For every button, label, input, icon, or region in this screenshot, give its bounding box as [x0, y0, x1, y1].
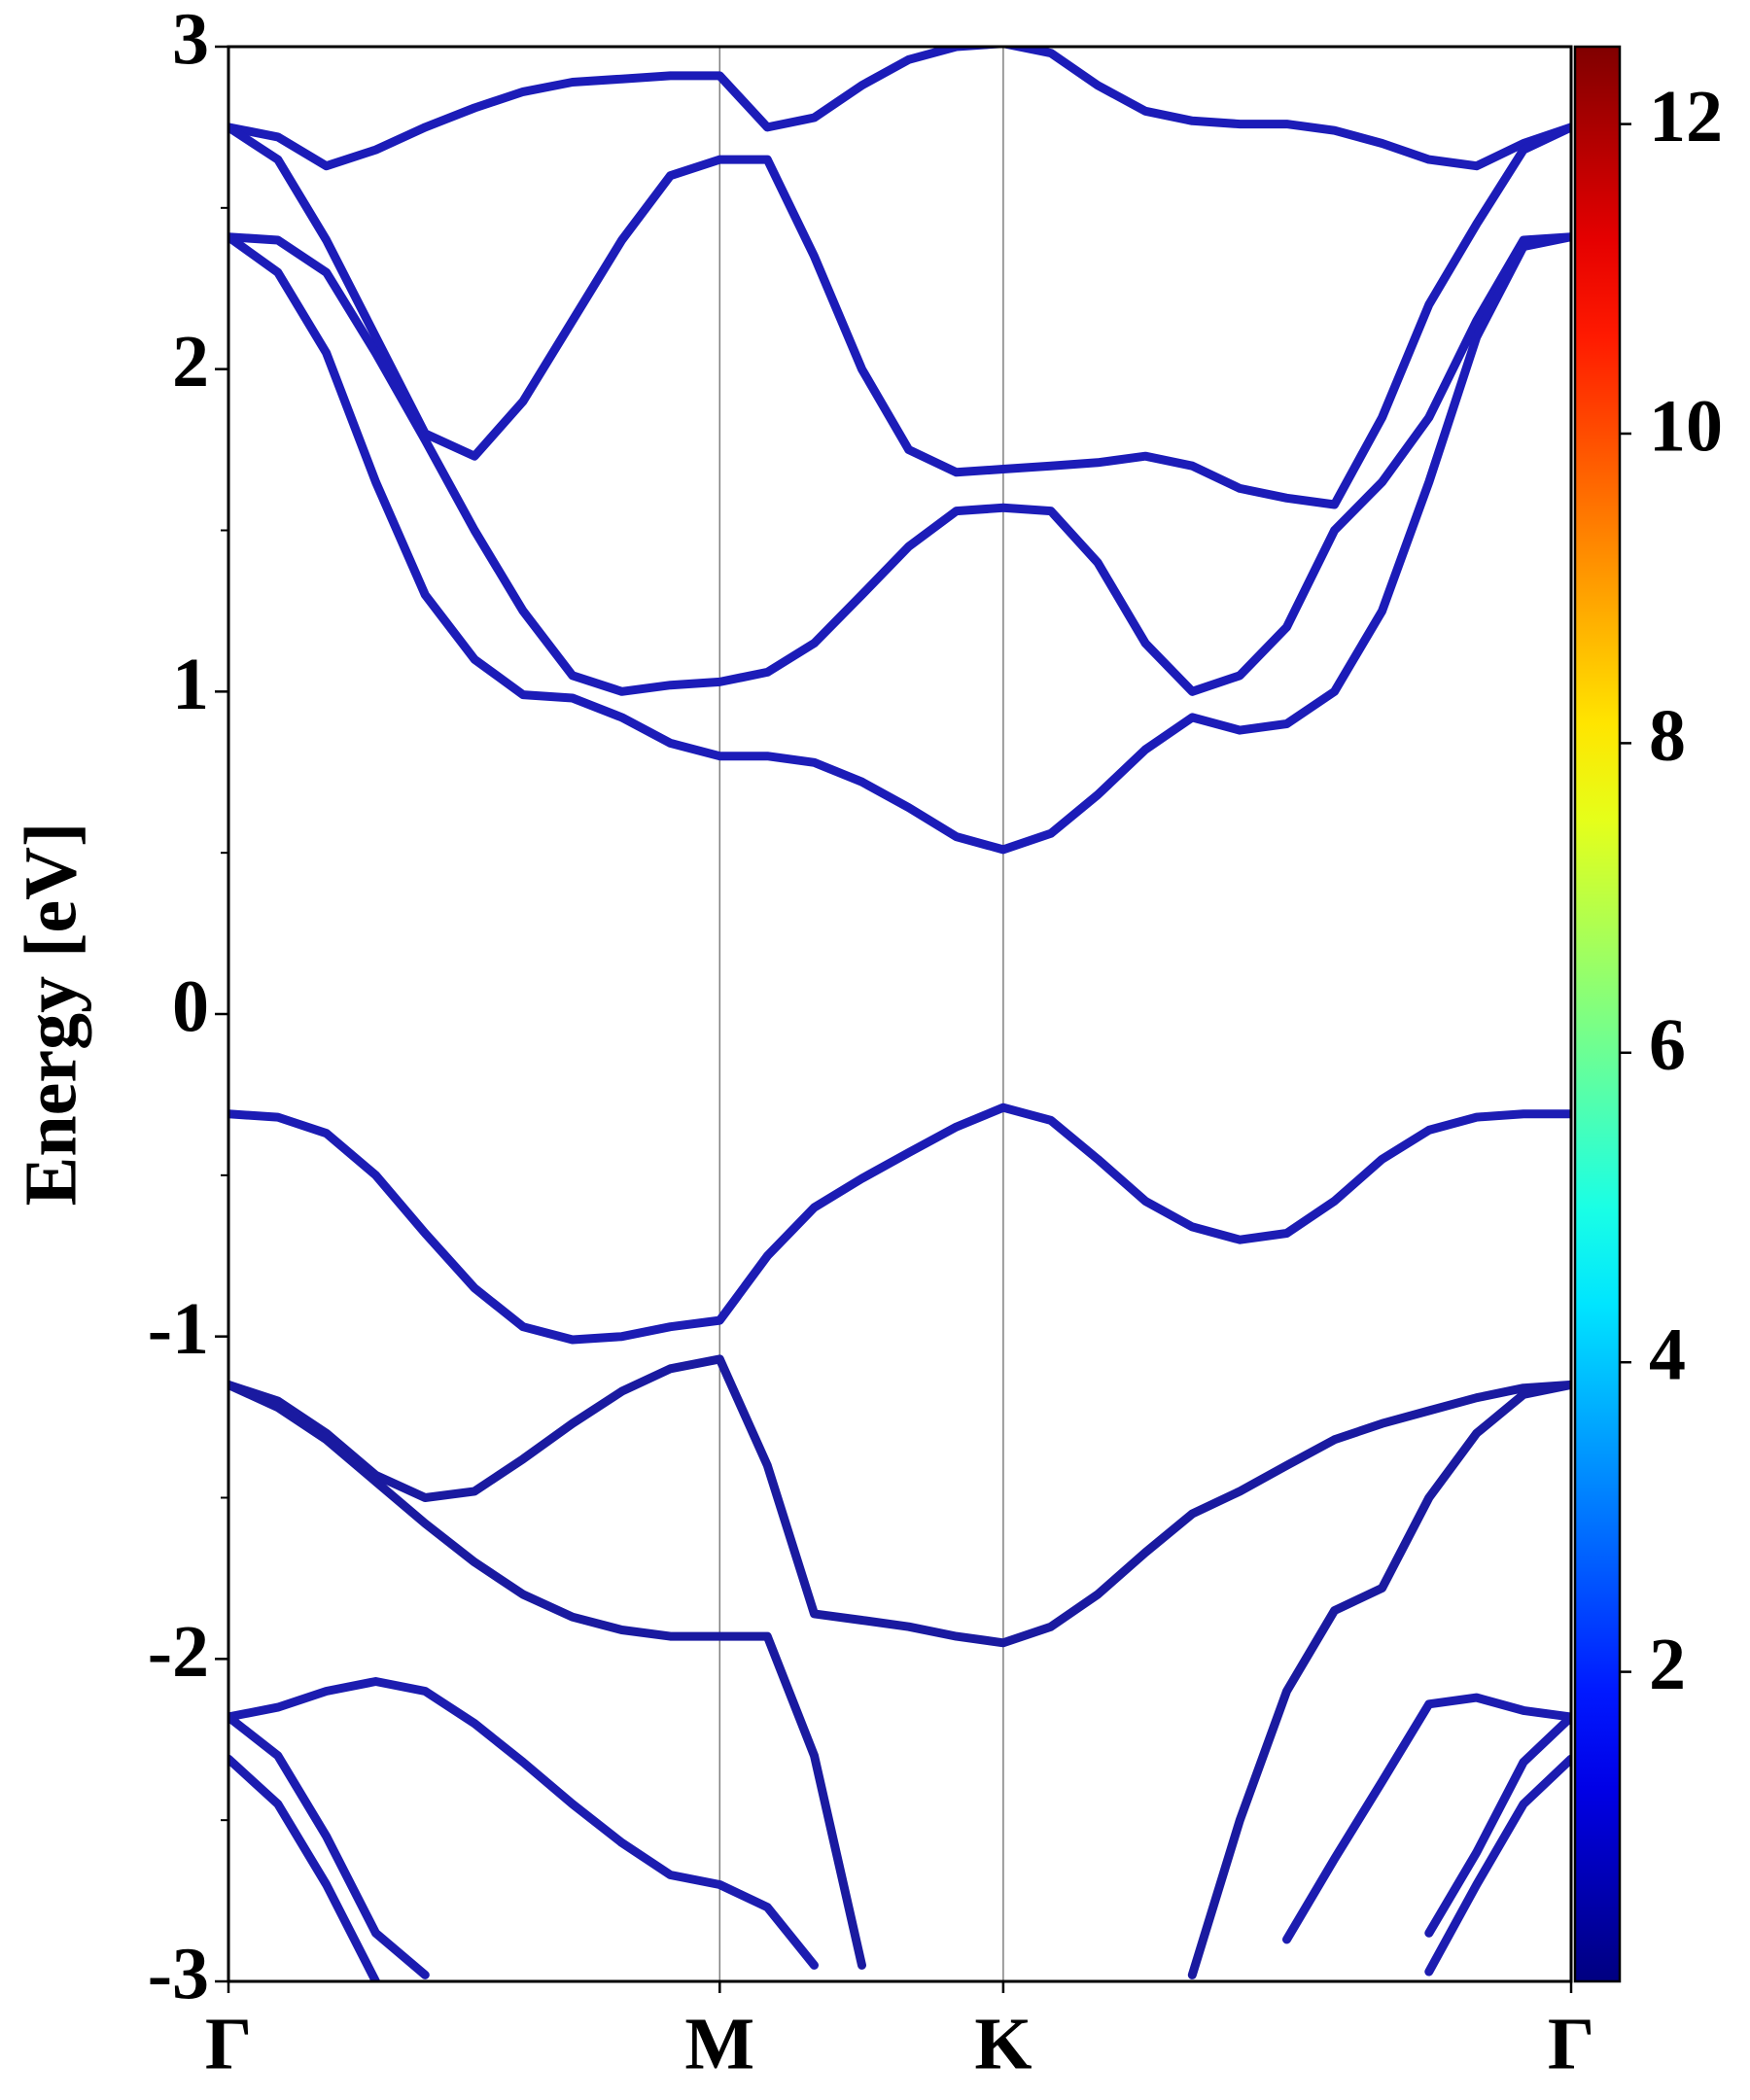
x-tick-label: Γ — [205, 2003, 252, 2084]
band-line — [228, 1677, 1571, 1970]
y-tick-label: 1 — [172, 644, 209, 725]
colorbar-tick-label: 4 — [1649, 1314, 1686, 1396]
band-line — [228, 1754, 1571, 1981]
bands — [228, 47, 1571, 1981]
y-axis-label: Energy [eV] — [10, 822, 91, 1207]
y-tick-label: 0 — [172, 965, 209, 1047]
band-line — [228, 1380, 1571, 1979]
band-line — [228, 122, 1571, 509]
band-line — [228, 1354, 1571, 1648]
y-tick-label: -3 — [148, 1933, 209, 2014]
band-line — [228, 232, 1571, 855]
x-tick-label: Γ — [1548, 2003, 1594, 2084]
band-line — [228, 232, 1571, 696]
plot-frame — [227, 45, 1573, 1983]
colorbar-tick-label: 8 — [1649, 695, 1686, 777]
x-tick-label: K — [974, 2003, 1032, 2084]
colorbar-tick-label: 2 — [1649, 1624, 1686, 1705]
y-tick-label: 2 — [172, 321, 209, 402]
x-tick-label: M — [684, 2003, 754, 2084]
y-tick-label: -1 — [148, 1288, 209, 1370]
y-tick-label: 3 — [172, 0, 209, 80]
colorbar-tick-label: 12 — [1649, 76, 1723, 158]
colorbar-tick-label: 10 — [1649, 385, 1723, 467]
colorbar-tick-label: 6 — [1649, 1004, 1686, 1086]
colorbar — [1573, 45, 1622, 1983]
band-line — [228, 1102, 1571, 1345]
band-line — [228, 1712, 1571, 1979]
y-tick-label: -2 — [148, 1611, 209, 1693]
band-line — [228, 47, 1571, 171]
